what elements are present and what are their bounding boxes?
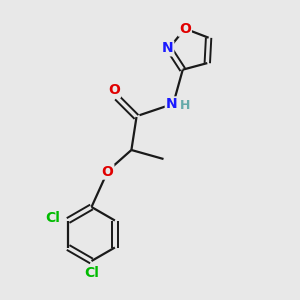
Text: Cl: Cl <box>46 211 61 225</box>
Text: N: N <box>162 41 173 56</box>
Text: N: N <box>166 98 177 111</box>
Text: O: O <box>101 165 113 178</box>
Text: H: H <box>180 99 190 112</box>
Text: Cl: Cl <box>84 266 99 280</box>
Text: O: O <box>108 83 120 97</box>
Text: O: O <box>179 22 191 36</box>
